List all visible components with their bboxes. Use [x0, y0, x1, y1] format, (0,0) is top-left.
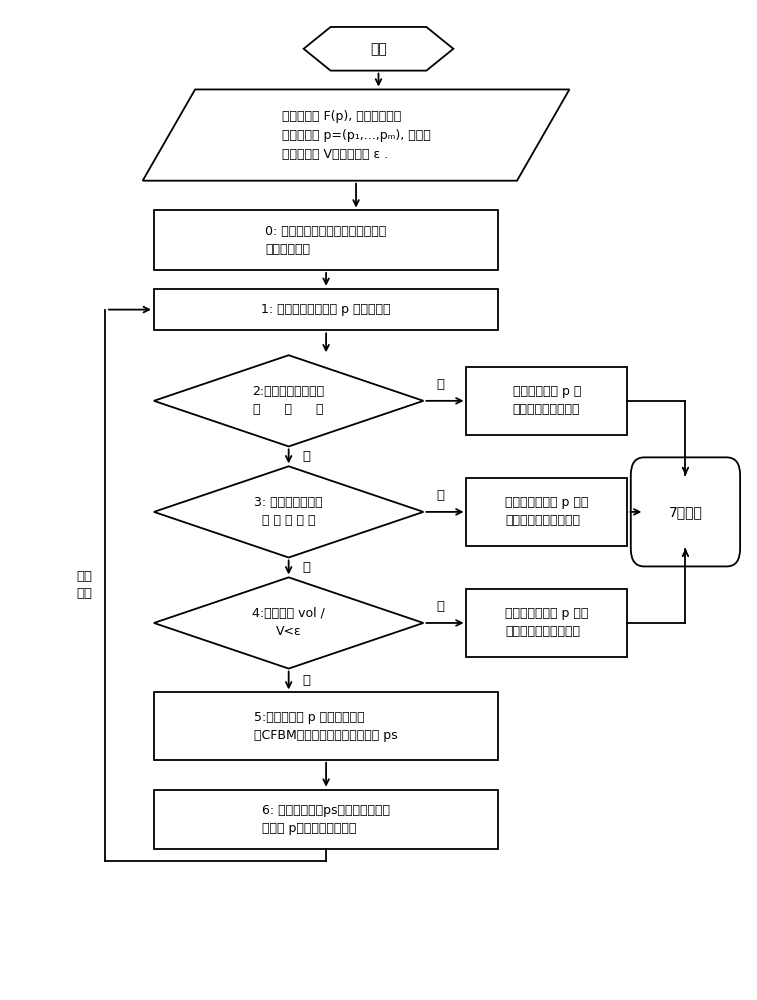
Polygon shape	[142, 89, 569, 181]
FancyBboxPatch shape	[466, 589, 628, 657]
Text: 输入：函数 F(p), 参数空间的电
路参数向量 p=(p₁,...,pₘ), 参数空
间总的体积 V，最小阈值 ε .: 输入：函数 F(p), 参数空间的电 路参数向量 p=(p₁,...,pₘ), …	[282, 110, 431, 161]
FancyBboxPatch shape	[631, 457, 740, 566]
Text: 则电路参数向量 p 不稳
定，加入不稳定集合中: 则电路参数向量 p 不稳 定，加入不稳定集合中	[505, 496, 589, 527]
Text: 3: 是否满足不稳定
性 判 断 条 件: 3: 是否满足不稳定 性 判 断 条 件	[254, 496, 323, 527]
Polygon shape	[154, 577, 423, 669]
Text: 开始: 开始	[370, 42, 387, 56]
Text: 否: 否	[302, 674, 310, 687]
Text: 是: 是	[436, 378, 444, 391]
Text: 否: 否	[302, 561, 310, 574]
FancyBboxPatch shape	[154, 289, 498, 330]
Text: 递归
调用: 递归 调用	[76, 570, 92, 600]
Text: 0: 初始化设置稳定、不稳定、不确
定集合为空集: 0: 初始化设置稳定、不稳定、不确 定集合为空集	[266, 225, 387, 256]
FancyBboxPatch shape	[466, 367, 628, 435]
Text: 是: 是	[436, 489, 444, 502]
Text: 6: 对子空间集合ps中每一个电路参
数向量 p，递归调用本算法: 6: 对子空间集合ps中每一个电路参 数向量 p，递归调用本算法	[262, 804, 390, 835]
Text: 5:将参数空间 p 按相关性优先
（CFBM），切分为子空间的集合 ps: 5:将参数空间 p 按相关性优先 （CFBM），切分为子空间的集合 ps	[254, 711, 398, 742]
Text: 则电路参数向量 p 足够
小，加入不确定集合中: 则电路参数向量 p 足够 小，加入不确定集合中	[505, 607, 589, 638]
FancyBboxPatch shape	[154, 210, 498, 270]
Text: 是: 是	[436, 600, 444, 613]
Text: 4:是否满足 vol /
V<ε: 4:是否满足 vol / V<ε	[252, 607, 325, 638]
Text: 7：终止: 7：终止	[668, 505, 702, 519]
Polygon shape	[154, 355, 423, 446]
Text: 否: 否	[302, 450, 310, 463]
FancyBboxPatch shape	[154, 692, 498, 760]
Polygon shape	[154, 466, 423, 558]
Text: 电路参数向量 p 稳
定，加入稳定集合中: 电路参数向量 p 稳 定，加入稳定集合中	[512, 385, 581, 416]
FancyBboxPatch shape	[466, 478, 628, 546]
Text: 1: 计算电路参数向量 p 张成的体积: 1: 计算电路参数向量 p 张成的体积	[261, 303, 391, 316]
Text: 2:是否满足稳定性判
断      条      件: 2:是否满足稳定性判 断 条 件	[253, 385, 325, 416]
Polygon shape	[304, 27, 453, 71]
FancyBboxPatch shape	[154, 790, 498, 849]
